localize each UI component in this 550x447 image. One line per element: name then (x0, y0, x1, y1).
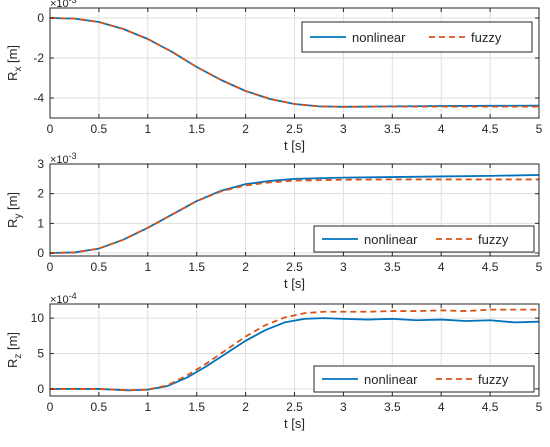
x-tick-label: 5 (536, 122, 543, 136)
legend-label-fuzzy: fuzzy (478, 372, 509, 387)
legend-box (313, 225, 535, 253)
x-axis-label: t [s] (284, 416, 305, 431)
y-tick-label: 0 (37, 382, 44, 396)
x-tick-label: 3 (340, 122, 347, 136)
y-tick-label: 2 (37, 187, 44, 201)
x-tick-label: 4.5 (482, 400, 499, 414)
legend: nonlinear fuzzy (301, 21, 533, 53)
x-tick-label: 2.5 (286, 400, 303, 414)
x-tick-label: 2 (242, 122, 249, 136)
x-tick-label: 0.5 (91, 260, 108, 274)
x-tick-label: 0 (47, 260, 54, 274)
y-axis-label: Rx [m] (5, 45, 24, 81)
x-tick-label: 1 (144, 122, 151, 136)
x-axis-label: t [s] (284, 276, 305, 291)
x-tick-label: 5 (536, 400, 543, 414)
x-tick-label: 1.5 (188, 260, 205, 274)
x-tick-label: 2.5 (286, 122, 303, 136)
y-tick-label: 10 (31, 311, 45, 325)
x-tick-label: 3 (340, 400, 347, 414)
axis-exponent-power: -4 (69, 291, 77, 301)
x-tick-label: 2 (242, 400, 249, 414)
x-tick-label: 1.5 (188, 122, 205, 136)
x-tick-label: 1 (144, 400, 151, 414)
axis-exponent: ×10-3 (50, 0, 77, 10)
x-tick-label: 4.5 (482, 260, 499, 274)
x-tick-label: 3.5 (384, 122, 401, 136)
y-tick-label: -2 (33, 51, 44, 65)
y-tick-label: 0 (37, 246, 44, 260)
x-tick-label: 0.5 (91, 122, 108, 136)
y-tick-label: 5 (37, 347, 44, 361)
legend-label-fuzzy: fuzzy (478, 232, 509, 247)
subplot-1: 0 0.5 1 1.5 2 2.5 3 3.5 4 4.5 5 0 -2 -4 ×10-3 t [s] Rx [… (5, 0, 543, 153)
x-tick-label: 3.5 (384, 400, 401, 414)
y-tick-label: 0 (37, 11, 44, 25)
x-tick-label: 0 (47, 122, 54, 136)
x-tick-label: 0 (47, 400, 54, 414)
legend: nonlinear fuzzy (313, 225, 535, 253)
y-axis-label: Ry [m] (5, 192, 24, 228)
series-line-fuzzy (49, 17, 539, 108)
x-tick-label: 4 (438, 122, 445, 136)
legend-label-nonlinear: nonlinear (364, 372, 418, 387)
x-tick-label: 1.5 (188, 400, 205, 414)
series-line-fuzzy (49, 178, 539, 254)
y-axis-label: Rz [m] (5, 332, 24, 368)
x-tick-label: 3 (340, 260, 347, 274)
y-tick-label: 1 (37, 216, 44, 230)
legend-label-nonlinear: nonlinear (364, 232, 418, 247)
legend-box (301, 21, 533, 53)
legend-label-nonlinear: nonlinear (352, 30, 406, 45)
axis-exponent-power: -3 (69, 0, 77, 5)
x-tick-label: 2 (242, 260, 249, 274)
x-tick-label: 0.5 (91, 400, 108, 414)
y-tick-label: 3 (37, 157, 44, 171)
x-tick-label: 5 (536, 260, 543, 274)
series-line-nonlinear (50, 317, 540, 392)
legend: nonlinear fuzzy (313, 365, 535, 393)
y-tick-label: -4 (33, 91, 44, 105)
series-line-fuzzy (50, 308, 539, 392)
x-axis-label: t [s] (284, 138, 305, 153)
axis-exponent-power: -3 (69, 151, 77, 161)
x-tick-label: 3.5 (384, 260, 401, 274)
x-tick-label: 1 (144, 260, 151, 274)
x-tick-label: 2.5 (286, 260, 303, 274)
x-tick-label: 4 (438, 260, 445, 274)
legend-label-fuzzy: fuzzy (471, 30, 502, 45)
x-tick-label: 4.5 (482, 122, 499, 136)
x-tick-label: 4 (438, 400, 445, 414)
